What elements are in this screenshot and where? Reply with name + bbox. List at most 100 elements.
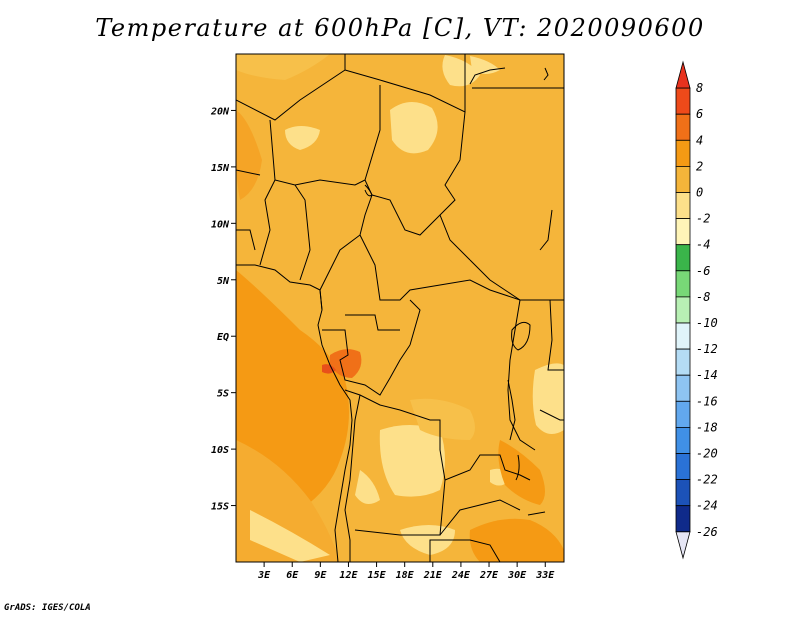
border-nigeria-east — [319, 179, 373, 311]
field-drc-south — [410, 398, 475, 440]
y-axis: 20N 15N 10N 5N EQ 5S 10S 15S — [210, 106, 236, 513]
border-angola-drc — [344, 389, 446, 481]
colorbar-swatch — [675, 87, 691, 115]
colorbar-swatch — [675, 505, 691, 533]
grads-credit: GrADS: IGES/COLA — [4, 603, 91, 613]
colorbar-swatch — [675, 139, 691, 167]
colorbar-label: -8 — [696, 290, 710, 304]
x-tick-label: 3E — [257, 570, 271, 581]
coastline-mediterranean-hint — [469, 67, 506, 85]
field-angola-plateau — [379, 425, 445, 497]
border-ethiopia — [539, 209, 553, 251]
colorbar-bottom-arrow — [675, 531, 691, 560]
map-frame — [235, 53, 565, 563]
border-zambia-south — [439, 499, 521, 536]
colorbar-top-arrow — [675, 60, 691, 89]
x-tick-label: 6E — [286, 570, 299, 581]
colorbar-label: 0 — [696, 186, 703, 200]
y-tick-label: 5S — [217, 389, 229, 400]
border-gabon-congo — [322, 329, 411, 396]
field-gabon-core — [322, 364, 336, 374]
border-angola-west — [344, 394, 361, 562]
field-west-sahel-warm — [236, 110, 262, 200]
border-guinea — [236, 229, 256, 251]
border-benin-togo — [294, 184, 311, 281]
x-tick-label: 15E — [368, 570, 387, 581]
y-tick-label: 15N — [211, 163, 230, 174]
colorbar-swatch — [675, 348, 691, 376]
border-botswana — [429, 539, 501, 562]
lake-chad — [364, 184, 373, 197]
x-tick-label: 30E — [507, 570, 527, 581]
y-tick-label: 10N — [211, 219, 230, 230]
colorbar-label: 6 — [696, 107, 703, 121]
colorbar-swatch — [675, 113, 691, 141]
colorbar-label: -6 — [696, 264, 710, 278]
lake-malawi — [515, 454, 520, 481]
x-tick-label: 33E — [535, 570, 555, 581]
lake-kariba — [527, 511, 546, 516]
colorbar-swatch — [675, 426, 691, 454]
colorbar-label: -12 — [696, 342, 718, 356]
colorbar-swatch — [675, 244, 691, 272]
colorbar-swatch — [675, 218, 691, 246]
x-tick-label: 24E — [451, 570, 471, 581]
border-congo-car — [409, 299, 421, 346]
border-tanzania — [539, 409, 564, 421]
colorbar-swatch — [675, 479, 691, 507]
colorbar-label: -16 — [696, 394, 718, 408]
field-sahara-west — [236, 54, 330, 80]
colorbar-label: -4 — [696, 238, 710, 252]
border-zambia — [444, 454, 531, 481]
colorbar-swatch — [675, 322, 691, 350]
colorbar-label: -14 — [696, 368, 718, 382]
y-tick-label: 10S — [211, 445, 229, 456]
colorbar-label: -18 — [696, 420, 718, 434]
y-tick-label: 20N — [210, 106, 230, 117]
field-libya-cool — [442, 55, 480, 87]
border-chad-sudan — [439, 111, 471, 261]
colorbar-swatch — [675, 165, 691, 193]
colorbar-swatch — [675, 296, 691, 324]
border-cameroon-south — [345, 314, 400, 331]
border-niger-chad — [371, 194, 441, 236]
colorbar-swatch — [675, 453, 691, 481]
field-sahara-cool-2 — [285, 126, 320, 150]
border-kenya-uganda — [547, 299, 564, 371]
field-gabon-hotspot — [330, 349, 362, 378]
field-botswana-cool — [400, 525, 455, 555]
y-tick-label: 5N — [217, 276, 230, 287]
coastline-atlantic — [236, 264, 353, 562]
y-tick-label: EQ — [217, 332, 229, 343]
field-east-africa-cool — [532, 363, 564, 434]
colorbar-label: 4 — [696, 133, 703, 147]
x-tick-label: 9E — [314, 570, 327, 581]
colorbar-label: -24 — [696, 499, 718, 513]
colorbar-label: 8 — [696, 81, 703, 95]
colorbar-swatch — [675, 270, 691, 298]
lake-victoria — [511, 321, 531, 351]
field-sahara-cool-1 — [390, 101, 438, 154]
lake-tanganyika — [507, 379, 516, 441]
colorbar-label: 2 — [696, 159, 703, 173]
border-mauritania-mali — [236, 54, 346, 121]
x-tick-label: 18E — [396, 570, 415, 581]
x-tick-label: 21E — [423, 570, 443, 581]
border-car-south — [359, 234, 564, 301]
field-atlantic-warm — [236, 270, 349, 517]
border-angola-namibia — [354, 479, 446, 536]
field-namibia-coast-cool — [250, 510, 330, 562]
colorbar-label: -2 — [696, 212, 710, 226]
field-mozambique-warm — [498, 440, 545, 505]
colorbar-label: -26 — [696, 525, 718, 539]
border-drc-east — [507, 299, 536, 451]
colorbar: 8 6 4 2 0 -2 -4 -6 -8 -10 -12 -14 -16 -18 -20 -22 -24 -26 — [675, 60, 718, 560]
border-sudan-ssudan — [469, 259, 521, 301]
border-algeria-libya — [344, 54, 466, 113]
colorbar-label: -10 — [696, 316, 718, 330]
chart-title: Temperature at 600hPa [C], VT: 202009060… — [95, 14, 705, 42]
colorbar-swatch — [675, 374, 691, 402]
x-axis: 3E 6E 9E 12E 15E 18E 21E 24E 27E 30E 33E — [257, 562, 555, 581]
colorbar-label: -22 — [696, 473, 718, 487]
